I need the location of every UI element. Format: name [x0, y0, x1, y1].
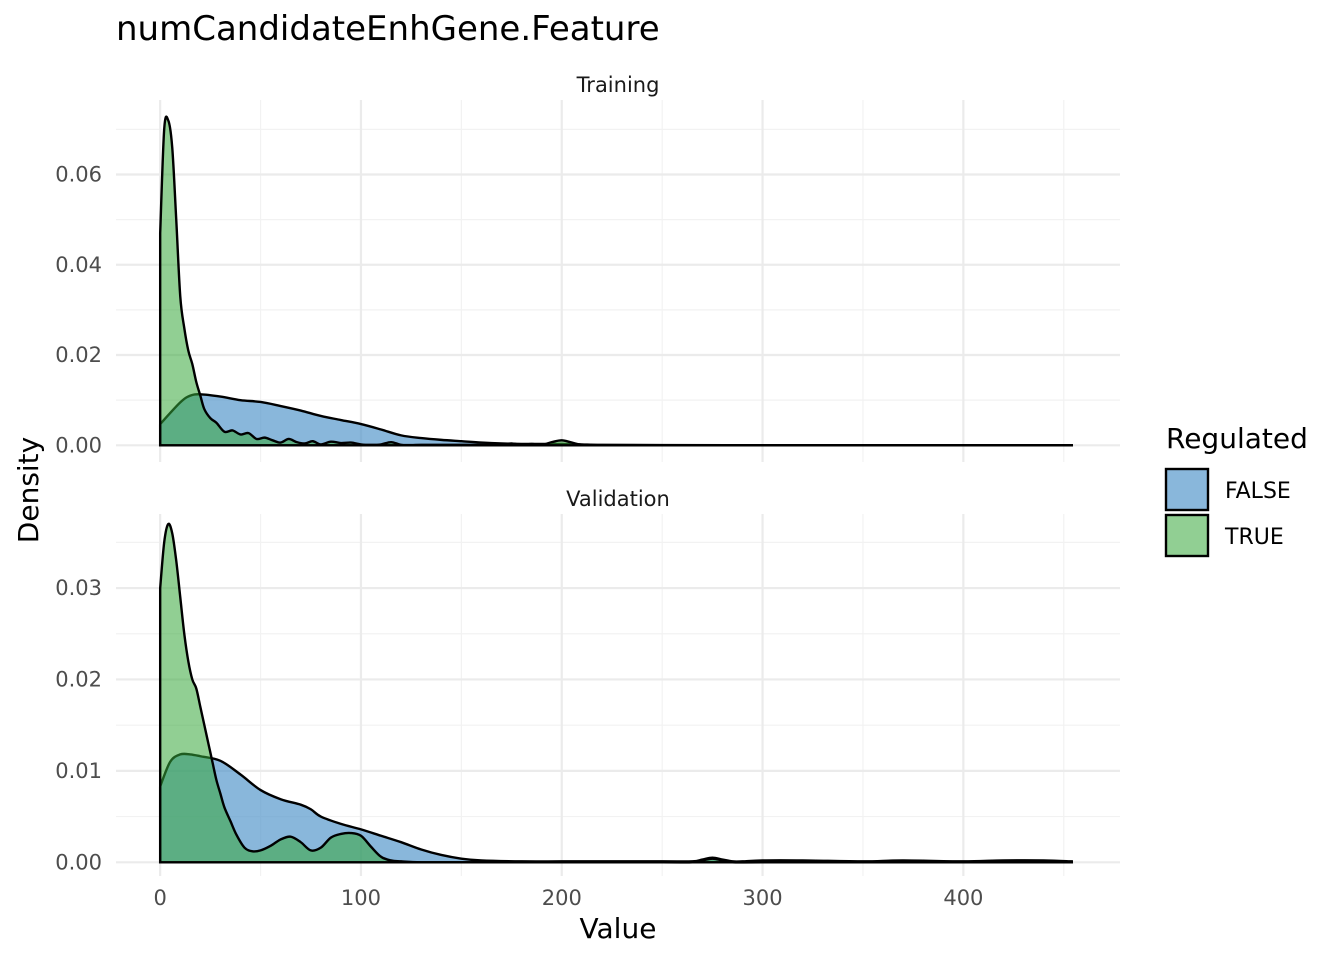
- y-tick-label: 0.04: [55, 253, 102, 277]
- legend-label-true: TRUE: [1224, 525, 1284, 550]
- y-tick-label: 0.03: [55, 576, 102, 600]
- panel-strip-label-training: Training: [576, 73, 660, 97]
- density-area-true-training: [160, 117, 1072, 446]
- y-tick-labels-validation: 0.00 0.01 0.02 0.03: [55, 576, 102, 874]
- legend: Regulated FALSE TRUE: [1166, 422, 1308, 556]
- y-tick-label: 0.01: [55, 759, 102, 783]
- density-area-false-training: [160, 394, 1072, 445]
- legend-title: Regulated: [1166, 422, 1308, 455]
- x-tick-label: 300: [743, 886, 783, 910]
- panel-validation: Validation 0.00 0.01 0.02 0.03: [55, 487, 1120, 876]
- y-tick-label: 0.00: [55, 850, 102, 874]
- y-tick-label: 0.06: [55, 162, 102, 186]
- legend-swatch-true: [1166, 515, 1208, 556]
- y-tick-labels-training: 0.00 0.02 0.04 0.06: [55, 162, 102, 457]
- y-tick-label: 0.02: [55, 667, 102, 691]
- x-tick-label: 200: [542, 886, 582, 910]
- x-tick-label: 400: [943, 886, 983, 910]
- y-tick-label: 0.02: [55, 343, 102, 367]
- x-axis-title: Value: [580, 912, 657, 945]
- legend-swatch-false: [1166, 469, 1208, 510]
- panel-strip-label-validation: Validation: [566, 487, 670, 511]
- panel-training: Training 0.00 0.02 0.04 0.06: [55, 73, 1120, 462]
- y-axis-title: Density: [12, 437, 45, 543]
- x-tick-label: 100: [341, 886, 381, 910]
- x-tick-label: 0: [153, 886, 166, 910]
- legend-label-false: FALSE: [1225, 479, 1291, 504]
- chart-title: numCandidateEnhGene.Feature: [116, 9, 660, 49]
- x-tick-labels: 0 100 200 300 400: [153, 886, 983, 910]
- y-tick-label: 0.00: [55, 433, 102, 457]
